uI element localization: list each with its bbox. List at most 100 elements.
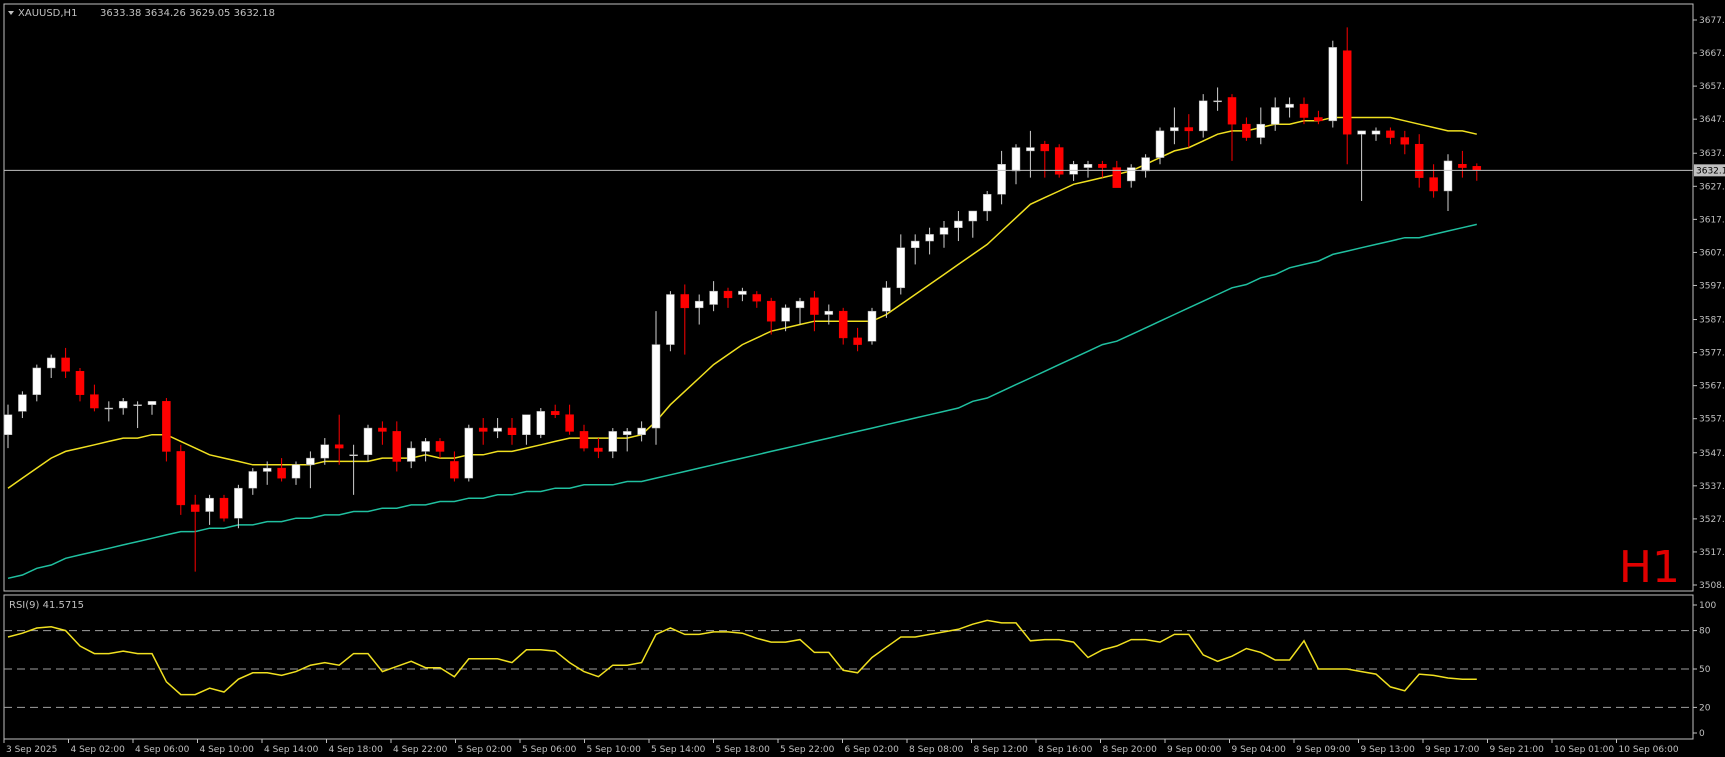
price-tick-label: 3637.30 (1699, 149, 1725, 159)
candle-body (320, 444, 330, 459)
rsi-level-lines (4, 630, 1693, 708)
candle-body (234, 487, 243, 519)
candle-body (349, 454, 358, 457)
candle-body (464, 427, 474, 479)
candle (982, 190, 992, 222)
candle-body (694, 300, 704, 309)
time-tick-label: 5 Sep 10:00 (587, 745, 642, 755)
candle (1443, 154, 1453, 212)
candle (1242, 117, 1251, 141)
candle (1184, 114, 1194, 148)
rsi-tick-label: 100 (1699, 601, 1716, 611)
candle-body (1270, 107, 1280, 125)
current-price-tag-label: 3632.18 (1696, 166, 1725, 176)
candle-body (882, 287, 891, 312)
candle-body (75, 371, 85, 395)
candle-body (1256, 123, 1266, 138)
rsi-line (7, 619, 1477, 696)
price-pane-frame (3, 3, 1694, 592)
candle-body (277, 467, 286, 479)
candle (838, 307, 848, 345)
candle-body (522, 414, 531, 435)
candle (1328, 40, 1338, 128)
candle-body (1098, 164, 1107, 168)
candle (536, 408, 546, 439)
candle-body (565, 414, 574, 432)
candle-body (867, 310, 877, 342)
candle (1213, 87, 1222, 111)
candle (1155, 127, 1165, 165)
candle (75, 367, 85, 402)
candle-body (435, 441, 445, 452)
candle (421, 438, 430, 462)
rsi-label: RSI(9) 41.5715 (9, 600, 84, 611)
candle (464, 424, 474, 482)
time-tick-label: 5 Sep 02:00 (458, 745, 513, 755)
candle-body (709, 290, 718, 305)
candle (1314, 110, 1323, 125)
candle (810, 291, 819, 332)
candle-body (1213, 100, 1222, 103)
ma-slow-line (7, 223, 1477, 580)
candle-body (118, 401, 128, 409)
candle-body (795, 300, 805, 309)
candle (190, 494, 200, 572)
candle-body (1342, 50, 1352, 135)
candle-body (147, 401, 157, 405)
candle-body (752, 294, 762, 302)
symbol-label[interactable]: XAUUSD,H1 (18, 8, 77, 19)
candle-body (954, 220, 963, 228)
price-tick-label: 3607.60 (1699, 248, 1725, 258)
rsi-pane-frame (3, 594, 1694, 740)
time-tick-label: 10 Sep 06:00 (1619, 745, 1679, 755)
time-tick-label: 5 Sep 06:00 (522, 745, 577, 755)
time-tick-label: 9 Sep 21:00 (1490, 745, 1545, 755)
symbol-dropdown-icon[interactable] (8, 11, 14, 15)
candle-body (1155, 130, 1165, 158)
candle-body (450, 461, 459, 479)
candle (162, 398, 171, 462)
candle (306, 451, 315, 489)
price-tick-label: 3657.40 (1699, 82, 1725, 92)
price-tick-label: 3508.00 (1699, 581, 1725, 591)
candle (507, 418, 517, 445)
rsi-tick-label: 50 (1699, 665, 1711, 675)
rsi-tick-label: 80 (1699, 627, 1711, 637)
candle (997, 150, 1006, 205)
candle (752, 291, 762, 308)
candle-body (1242, 123, 1251, 138)
candle (118, 398, 128, 415)
candle (709, 281, 718, 312)
price-tick-label: 3577.60 (1699, 349, 1725, 359)
candle-body (205, 497, 214, 512)
candle (262, 461, 272, 485)
moving-average-slow (7, 223, 1477, 580)
candle (565, 404, 574, 435)
candle (608, 428, 618, 459)
candle (363, 424, 373, 462)
candle (666, 291, 675, 352)
price-tick-label: 3537.70 (1699, 482, 1725, 492)
candle (1357, 130, 1366, 201)
price-tick-label: 3587.50 (1699, 316, 1725, 326)
candle (594, 438, 603, 459)
candle-body (738, 290, 747, 295)
candle-body (810, 297, 819, 315)
candle (234, 484, 243, 529)
time-tick-label: 9 Sep 17:00 (1425, 745, 1480, 755)
candlestick-series (3, 27, 1482, 572)
candle-body (1040, 143, 1050, 152)
candle-body (1141, 157, 1150, 172)
time-tick-label: 4 Sep 18:00 (329, 745, 384, 755)
candle-body (824, 310, 834, 315)
candle-body (32, 367, 42, 395)
candle-body (176, 451, 186, 506)
candle (435, 438, 445, 459)
candle-body (853, 337, 862, 345)
time-tick-label: 3 Sep 2025 (6, 745, 57, 755)
candle-body (579, 431, 589, 449)
candle (651, 311, 661, 445)
candle (1170, 107, 1179, 145)
rsi-axis: 100 80 50 20 0 (1693, 601, 1716, 739)
